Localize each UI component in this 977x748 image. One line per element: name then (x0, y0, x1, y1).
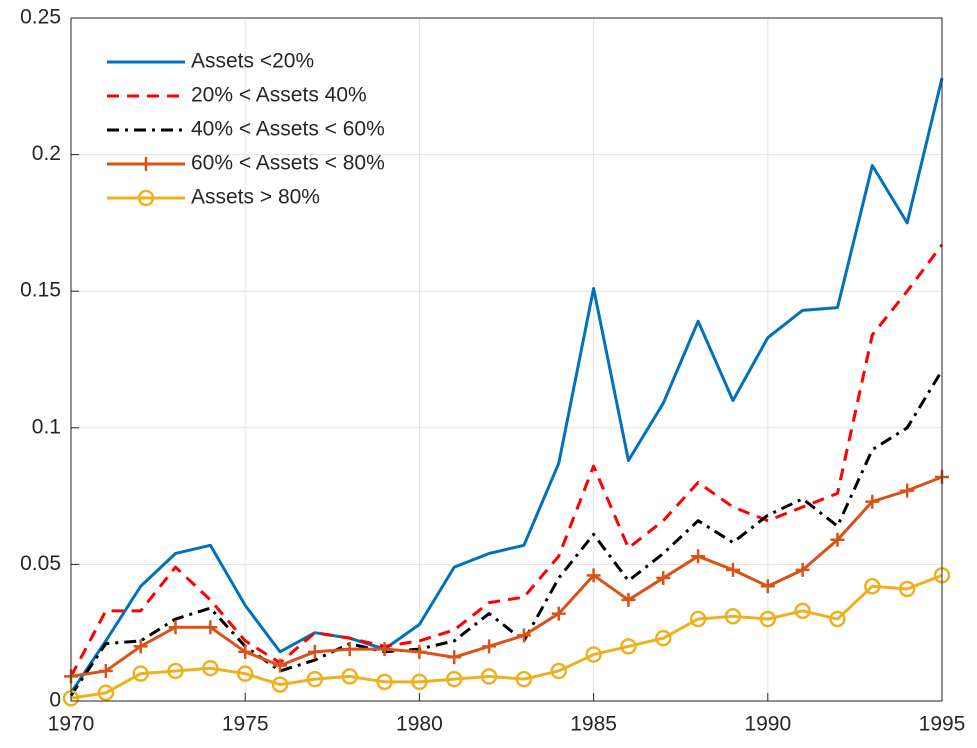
marker (795, 562, 810, 577)
marker (551, 606, 566, 621)
marker (794, 602, 811, 620)
marker (342, 642, 357, 657)
y-tick-label: 0 (49, 689, 61, 712)
marker (585, 646, 602, 663)
marker (620, 638, 637, 655)
marker (412, 644, 427, 659)
series-line (70, 475, 943, 678)
marker (132, 665, 149, 682)
legend-label: 40% < Assets < 60% (191, 118, 385, 141)
marker (516, 628, 531, 643)
legend-label: 60% < Assets < 80% (191, 152, 385, 175)
x-tick-label: 1975 (222, 713, 269, 736)
marker (98, 663, 113, 678)
marker (760, 579, 775, 594)
marker (482, 639, 497, 654)
marker (656, 571, 671, 586)
marker (307, 644, 322, 659)
marker (273, 658, 288, 673)
series-line (69, 369, 944, 697)
marker (411, 673, 428, 691)
plot (62, 77, 951, 707)
series-line (69, 77, 944, 694)
marker (97, 684, 115, 702)
marker (724, 608, 742, 625)
marker (515, 670, 533, 688)
marker (376, 673, 393, 691)
y-tick-label: 0.2 (32, 142, 61, 165)
marker (202, 659, 219, 677)
marker (236, 665, 254, 682)
legend: Assets <20% 20% < Assets 40% 40% < Assets … (107, 50, 385, 209)
marker (865, 494, 880, 509)
marker (691, 549, 706, 564)
marker (655, 629, 672, 647)
marker (480, 668, 498, 685)
marker (133, 639, 148, 654)
marker (586, 568, 601, 583)
marker (167, 662, 184, 680)
marker (900, 483, 915, 498)
marker (447, 650, 462, 665)
axes: 0 0.05 0.1 0.15 0.2 0.25 1970 1975 1980 1985 1990 1… (20, 6, 965, 736)
axes-box (70, 17, 943, 702)
x-tick-label: 1980 (396, 713, 443, 736)
marker (829, 610, 846, 628)
marker (759, 610, 777, 628)
marker (139, 157, 153, 171)
marker (377, 642, 392, 657)
y-tick-label: 0.1 (32, 415, 61, 438)
marker (725, 562, 740, 577)
marker (445, 670, 463, 688)
y-tick-label: 0.25 (20, 6, 61, 29)
x-tick-label: 1985 (570, 713, 617, 736)
legend-label: 20% < Assets 40% (191, 84, 367, 107)
marker (271, 676, 289, 693)
marker (864, 578, 881, 595)
legend-label: Assets > 80% (191, 186, 320, 209)
x-tick-label: 1990 (744, 713, 791, 736)
marker (203, 620, 218, 635)
marker (898, 580, 916, 598)
marker (137, 189, 155, 207)
y-tick-label: 0.05 (20, 552, 61, 575)
marker (689, 610, 707, 628)
marker (550, 662, 568, 680)
marker (238, 644, 253, 659)
marker (168, 620, 183, 635)
marker (306, 670, 324, 688)
marker (830, 532, 845, 547)
y-tick-label: 0.15 (20, 279, 61, 302)
marker (621, 592, 636, 607)
marker (341, 668, 358, 685)
legend-label: Assets <20% (191, 50, 314, 73)
series-line (69, 243, 944, 678)
x-tick-label: 1970 (48, 713, 95, 736)
x-tick-label: 1995 (919, 713, 966, 736)
